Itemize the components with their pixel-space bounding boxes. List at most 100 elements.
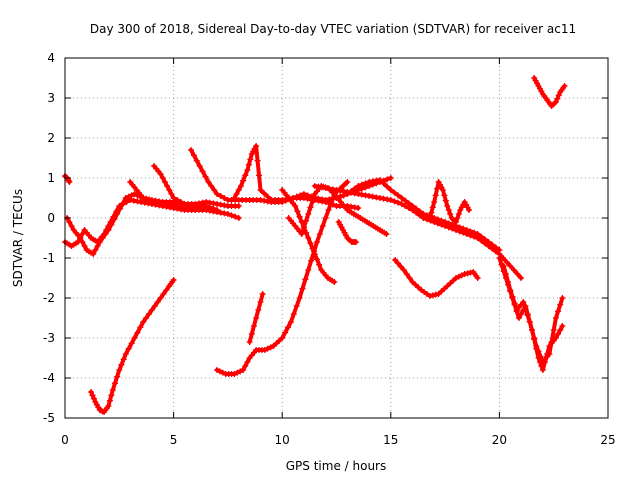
data-point bbox=[325, 207, 332, 213]
data-point bbox=[387, 187, 394, 193]
data-point bbox=[467, 228, 474, 235]
data-point bbox=[143, 315, 150, 321]
data-point bbox=[88, 389, 95, 395]
data-point bbox=[444, 203, 451, 209]
data-point bbox=[253, 143, 260, 149]
data-point bbox=[307, 204, 314, 211]
data-point bbox=[235, 215, 242, 221]
data-point bbox=[305, 267, 312, 273]
data-point bbox=[518, 311, 525, 317]
data-point bbox=[157, 295, 164, 301]
data-point bbox=[106, 397, 113, 404]
data-point bbox=[282, 329, 289, 336]
data-point bbox=[432, 192, 439, 199]
data-point bbox=[148, 199, 155, 205]
data-point bbox=[398, 195, 405, 201]
data-point bbox=[387, 175, 394, 181]
data-point bbox=[217, 193, 224, 199]
data-point bbox=[119, 200, 126, 207]
data-point bbox=[66, 219, 73, 225]
data-point bbox=[398, 201, 405, 207]
data-point bbox=[315, 183, 322, 190]
data-point bbox=[463, 227, 470, 233]
data-point bbox=[303, 217, 310, 224]
y-tick-label: -1 bbox=[43, 251, 55, 265]
data-point bbox=[455, 273, 462, 280]
y-tick-label: 2 bbox=[47, 131, 55, 145]
data-point bbox=[247, 156, 254, 163]
data-point bbox=[253, 315, 260, 321]
data-point bbox=[195, 200, 202, 207]
data-point bbox=[211, 187, 218, 193]
y-axis-label: SDTVAR / TECUs bbox=[11, 189, 25, 287]
data-point bbox=[219, 369, 226, 376]
data-point bbox=[355, 205, 362, 211]
data-point bbox=[376, 195, 383, 201]
data-point bbox=[520, 299, 527, 305]
grid bbox=[65, 58, 608, 418]
data-point bbox=[116, 367, 123, 373]
data-point bbox=[537, 353, 544, 360]
data-point bbox=[177, 199, 184, 205]
data-point bbox=[187, 147, 194, 153]
chart-title: Day 300 of 2018, Sidereal Day-to-day VTE… bbox=[90, 22, 576, 36]
data-point bbox=[214, 191, 221, 197]
x-tick-label: 0 bbox=[61, 433, 69, 447]
data-point bbox=[416, 208, 423, 215]
data-point bbox=[128, 340, 135, 347]
data-point bbox=[163, 201, 170, 208]
data-point bbox=[206, 199, 213, 206]
data-point bbox=[120, 356, 127, 363]
data-point bbox=[557, 327, 564, 333]
data-point bbox=[257, 299, 264, 305]
data-point bbox=[319, 184, 326, 191]
data-point bbox=[66, 179, 73, 185]
series-arc-10 bbox=[246, 291, 266, 345]
data-point bbox=[496, 255, 503, 261]
data-point bbox=[438, 288, 445, 295]
data-point bbox=[454, 215, 461, 221]
data-point bbox=[131, 335, 138, 341]
data-point bbox=[164, 183, 171, 189]
data-point bbox=[528, 327, 535, 333]
plot-frame bbox=[64, 57, 609, 419]
data-point bbox=[92, 247, 99, 253]
data-point bbox=[326, 185, 333, 192]
y-tick-label: -4 bbox=[43, 371, 55, 385]
y-tick-label: -2 bbox=[43, 291, 55, 305]
data-point bbox=[347, 203, 354, 210]
data-point bbox=[170, 195, 177, 201]
data-point bbox=[434, 185, 441, 192]
data-point bbox=[311, 251, 318, 257]
data-point bbox=[170, 277, 177, 283]
data-point bbox=[108, 392, 115, 399]
x-tick-label: 10 bbox=[275, 433, 290, 447]
data-point bbox=[255, 307, 262, 313]
data-point bbox=[244, 359, 251, 365]
data-point bbox=[355, 183, 362, 189]
data-point bbox=[311, 183, 318, 189]
data-point bbox=[539, 367, 546, 373]
data-point bbox=[409, 203, 416, 209]
data-point bbox=[308, 257, 315, 264]
data-point bbox=[395, 199, 402, 206]
data-point bbox=[509, 293, 516, 300]
data-point bbox=[77, 235, 84, 241]
data-point bbox=[174, 197, 181, 203]
data-point bbox=[240, 177, 247, 184]
data-point bbox=[216, 368, 223, 375]
data-point bbox=[316, 231, 323, 237]
data-point bbox=[554, 95, 561, 102]
data-point bbox=[166, 187, 173, 193]
data-point bbox=[533, 343, 540, 349]
data-point bbox=[392, 257, 399, 263]
data-point bbox=[452, 219, 459, 225]
data-point bbox=[515, 315, 522, 321]
data-point bbox=[347, 188, 354, 195]
data-point bbox=[231, 371, 238, 377]
data-point bbox=[231, 195, 238, 201]
data-point bbox=[322, 185, 329, 191]
data-point bbox=[518, 275, 525, 281]
data-point bbox=[166, 202, 173, 209]
